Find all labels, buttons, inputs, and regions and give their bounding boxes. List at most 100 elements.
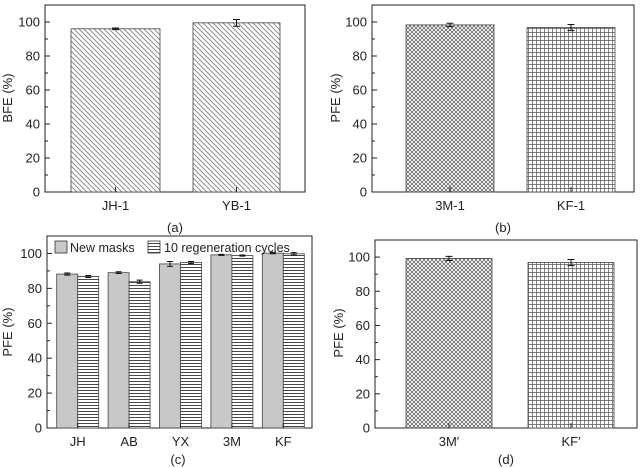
panel-b-errorbar-1 [567, 24, 575, 32]
panel-c-ytick-label-60: 60 [28, 316, 42, 331]
panel-b-ytick-label-0: 0 [360, 185, 367, 200]
panel-c-yticks: 0 20 40 60 80 100 [20, 246, 52, 436]
panel-b-ylabel: PFE (%) [328, 73, 343, 122]
panel-c-errorbar-JH-s1 [85, 274, 92, 279]
legend-label-regeneration: 10 regeneration cycles [164, 241, 290, 255]
panel-b-bar-1 [526, 27, 616, 193]
panel-d-bars [405, 255, 615, 429]
panel-c-legend: New masks 10 regeneration cycles [54, 240, 290, 255]
panel-c-ytick-label-80: 80 [28, 281, 42, 296]
panel-c-bar-KF-s1 [282, 253, 305, 429]
panel-d-ytick-label-0: 0 [363, 421, 370, 436]
panel-c-bar-YX-s0 [159, 263, 181, 429]
panel-d-xticks: 3M′ KF′ [439, 423, 581, 449]
panel-d-ytick-label-60: 60 [356, 318, 370, 333]
panel-c-xtick-label-YX: YX [172, 434, 190, 449]
panel-d-ytick-label-80: 80 [356, 284, 370, 299]
panel-c-errorbar-AB-s1 [136, 279, 143, 284]
panel-a-xticks: JH-1 YB-1 [102, 187, 251, 213]
panel-d-errorbar-0 [445, 255, 453, 262]
panel-a-errorbar-0 [112, 27, 119, 31]
panel-a-ytick-label-60: 60 [26, 83, 40, 98]
panel-b-errorbar-0 [446, 22, 454, 28]
panel-a-ytick-label-20: 20 [26, 151, 40, 166]
legend-label-new-masks: New masks [70, 241, 135, 255]
panel-b-ytick-label-60: 60 [353, 83, 367, 98]
panel-d-errorbar-1 [567, 258, 575, 267]
panel-a-bar-0 [70, 28, 161, 193]
panel-c-bar-3M-s0 [210, 254, 233, 429]
panel-b-xtick-label-0: 3M-1 [435, 198, 465, 213]
panel-a-ytick-label-100: 100 [18, 15, 40, 30]
panel-b-bar-0 [405, 24, 495, 193]
panel-c-errorbar-JH-s0 [64, 272, 71, 276]
panel-c-bars [56, 251, 305, 429]
panel-a: 0 20 40 60 80 100 JH-1 YB-1 BFE (%) (a) [0, 4, 306, 235]
panel-c-xticks: JH AB YX 3M KF [70, 423, 292, 449]
panel-d-bar-0 [405, 258, 493, 429]
panel-c-errorbar-3M-s0 [218, 253, 225, 256]
panel-a-ytick-label-0: 0 [33, 185, 40, 200]
panel-c-ytick-label-40: 40 [28, 351, 42, 366]
panel-c-ytick-label-0: 0 [35, 421, 42, 436]
panel-d-xtick-label-1: KF′ [561, 434, 581, 449]
panel-a-ylabel: BFE (%) [0, 73, 15, 122]
panel-d-ytick-label-20: 20 [356, 386, 370, 401]
panel-c-xtick-label-JH: JH [70, 434, 86, 449]
legend-swatch-new-masks [54, 240, 68, 254]
panel-a-bar-1 [192, 22, 281, 193]
panel-b: 0 20 40 60 80 100 3M-1 KF-1 PFE (%) (b) [328, 4, 635, 235]
panel-c-ylabel: PFE (%) [0, 307, 15, 356]
panel-d-yticks: 0 20 40 60 80 100 [348, 250, 380, 436]
panel-c-errorbar-YX-s1 [188, 260, 194, 265]
panel-b-ytick-label-100: 100 [345, 15, 367, 30]
panel-c-errorbar-KF-s1 [290, 252, 297, 256]
panel-c-caption: (c) [170, 452, 185, 467]
panel-d-ytick-label-100: 100 [348, 250, 370, 265]
panel-d-ylabel: PFE (%) [331, 308, 346, 357]
panel-d-frame [374, 239, 638, 429]
panel-b-xtick-label-1: KF-1 [557, 198, 585, 213]
panel-a-xtick-label-0: JH-1 [102, 198, 129, 213]
panel-c-errorbar-YX-s0 [167, 260, 173, 267]
panel-c-errorbar-AB-s0 [115, 271, 122, 275]
panel-d-ytick-label-40: 40 [356, 352, 370, 367]
panel-c-errorbar-3M-s1 [239, 254, 246, 257]
panel-c-bar-YX-s1 [180, 262, 202, 429]
panel-c-xtick-label-KF: KF [275, 434, 292, 449]
panel-b-xticks: 3M-1 KF-1 [435, 187, 585, 213]
panel-c-errorbar-KF-s0 [269, 251, 276, 255]
panel-a-bars [70, 18, 281, 193]
panel-c-xtick-label-AB: AB [120, 434, 137, 449]
panel-a-caption: (a) [167, 220, 183, 235]
panel-d-caption: (d) [498, 452, 514, 467]
panel-b-frame [371, 4, 635, 193]
panel-c-ytick-label-100: 100 [20, 246, 42, 261]
panel-a-xtick-label-1: YB-1 [222, 198, 251, 213]
panel-b-ytick-label-20: 20 [353, 151, 367, 166]
panel-c-bar-AB-s1 [128, 281, 151, 429]
panel-a-ytick-label-80: 80 [26, 49, 40, 64]
panel-c-xtick-label-3M: 3M [223, 434, 241, 449]
panel-b-yticks: 0 20 40 60 80 100 [345, 15, 377, 200]
panel-d: 0 20 40 60 80 100 3M′ KF′ PFE (%) (d) [331, 239, 638, 467]
panel-c-bar-AB-s0 [107, 272, 130, 429]
panel-a-ytick-label-40: 40 [26, 117, 40, 132]
panel-b-ytick-label-40: 40 [353, 117, 367, 132]
legend-swatch-regeneration [147, 240, 161, 254]
panel-d-bar-1 [527, 262, 615, 429]
panel-a-yticks: 0 20 40 60 80 100 [18, 15, 50, 200]
panel-a-frame [44, 4, 306, 193]
panel-c: 0 20 40 60 80 100 JH AB YX 3M KF New masks 10 reg… [0, 235, 313, 467]
panel-b-ytick-label-80: 80 [353, 49, 367, 64]
panel-c-bar-KF-s0 [261, 252, 284, 429]
panel-b-bars [405, 22, 616, 193]
panel-c-ytick-label-20: 20 [28, 386, 42, 401]
panel-c-bar-JH-s1 [77, 276, 100, 429]
panel-d-xtick-label-0: 3M′ [439, 434, 460, 449]
panel-b-caption: (b) [495, 220, 511, 235]
panel-c-bar-JH-s0 [56, 273, 79, 429]
panel-c-bar-3M-s1 [231, 255, 254, 429]
panel-a-errorbar-1 [233, 18, 240, 27]
